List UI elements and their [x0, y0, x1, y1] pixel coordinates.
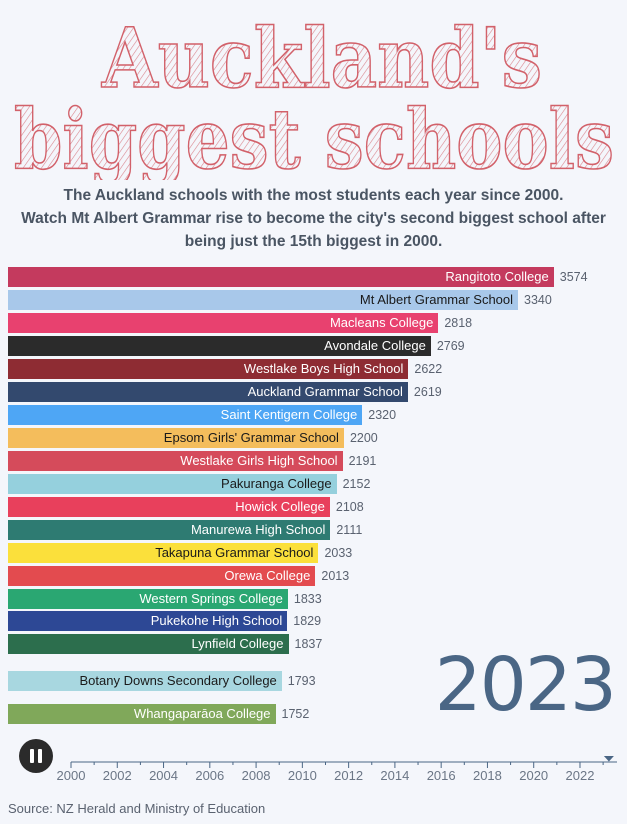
bar-value-label: 2111 — [336, 523, 363, 537]
bar-value-label: 2108 — [335, 500, 364, 514]
timeline-tick-label: 2002 — [102, 768, 132, 783]
title-line-1: Auckland's — [101, 11, 542, 107]
bar-value-label: 1793 — [287, 674, 316, 688]
pause-button[interactable] — [19, 739, 53, 773]
bar: Lynfield College — [8, 634, 289, 654]
bar: Westlake Boys High School — [8, 359, 409, 379]
bar: Orewa College — [8, 566, 316, 586]
bar-label: Mt Albert Grammar School — [359, 292, 514, 307]
bar: Epsom Girls' Grammar School — [8, 428, 344, 448]
title-line-2: biggest schools — [14, 92, 614, 180]
bar-value-label: 2619 — [413, 385, 442, 399]
bar-value-label: 2622 — [414, 362, 443, 376]
bar-label: Whangaparāoa College — [133, 706, 271, 721]
subtitle: The Auckland schools with the most stude… — [0, 184, 627, 253]
bar-value-label: 1833 — [293, 592, 322, 606]
bar-label: Orewa College — [224, 568, 311, 583]
timeline-tick-label: 2020 — [519, 768, 549, 783]
chart-title: Auckland's biggest schools — [0, 0, 627, 180]
bar-label: Botany Downs Secondary College — [79, 673, 277, 688]
bar: Western Springs College — [8, 589, 288, 609]
bar: Rangitoto College — [8, 267, 554, 287]
bar-label: Auckland Grammar School — [247, 384, 403, 399]
bar: Mt Albert Grammar School — [8, 290, 519, 310]
bar-value-label: 2033 — [324, 546, 353, 560]
subtitle-line: being just the 15th biggest in 2000. — [184, 233, 443, 250]
bar-value-label: 1829 — [293, 614, 322, 628]
bar-value-label: 1752 — [281, 707, 310, 721]
bar: Howick College — [8, 497, 330, 517]
bar: Pakuranga College — [8, 474, 337, 494]
bar-value-label: 3574 — [559, 270, 588, 284]
source-note: Source: NZ Herald and Ministry of Educat… — [8, 801, 266, 816]
bar-label: Epsom Girls' Grammar School — [163, 430, 339, 445]
bar-value-label: 3340 — [524, 293, 552, 307]
bar-value-label: 2320 — [368, 408, 397, 422]
bar: Takapuna Grammar School — [8, 543, 319, 563]
bar-value-label: 2769 — [436, 339, 465, 353]
bar-value-label: 1837 — [294, 637, 323, 651]
bar-label: Western Springs College — [139, 591, 283, 606]
bar-label: Westlake Boys High School — [243, 361, 404, 376]
bar-value-label: 2818 — [444, 316, 473, 330]
bar-label: Rangitoto College — [445, 269, 549, 284]
bar-label: Takapuna Grammar School — [155, 545, 314, 560]
bar: Macleans College — [8, 313, 439, 333]
bar: Whangaparāoa College — [8, 704, 276, 724]
bar: Auckland Grammar School — [8, 382, 408, 402]
bar-label: Westlake Girls High School — [180, 453, 338, 468]
bar-label: Saint Kentigern College — [220, 407, 358, 422]
subtitle-line: Watch Mt Albert Grammar rise to become t… — [21, 210, 606, 227]
bar-value-label: 2013 — [321, 569, 350, 583]
bar-label: Lynfield College — [191, 636, 284, 651]
bar: Avondale College — [8, 336, 431, 356]
timeline-tick-label: 2014 — [380, 768, 410, 783]
bar-label: Pakuranga College — [221, 476, 332, 491]
timeline-tick-label: 2016 — [426, 768, 456, 783]
timeline-tick-label: 2004 — [149, 768, 178, 783]
bar-label: Manurewa High School — [190, 522, 326, 537]
pause-icon — [30, 749, 34, 763]
bar: Botany Downs Secondary College — [8, 671, 282, 691]
bar-label: Pukekohe High School — [150, 613, 283, 628]
pause-icon — [38, 749, 42, 763]
bar-value-label: 2191 — [348, 454, 377, 468]
current-year-label: 2023 — [434, 642, 617, 728]
bar-value-label: 2200 — [349, 431, 378, 445]
bar: Saint Kentigern College — [8, 405, 363, 425]
bar: Manurewa High School — [8, 520, 331, 540]
timeline-tick-label: 2010 — [287, 768, 317, 783]
timeline-tick-label: 2006 — [195, 768, 225, 783]
bar: Westlake Girls High School — [8, 451, 343, 471]
timeline-handle[interactable] — [603, 756, 614, 762]
timeline-tick-label: 2022 — [565, 768, 595, 783]
bar-label: Macleans College — [329, 315, 434, 330]
timeline-tick-label: 2000 — [56, 768, 86, 783]
timeline-tick-label: 2018 — [472, 768, 502, 783]
timeline-tick-label: 2012 — [334, 768, 364, 783]
timeline-tick-label: 2008 — [241, 768, 271, 783]
bar-label: Avondale College — [324, 338, 426, 353]
subtitle-line: The Auckland schools with the most stude… — [63, 187, 564, 204]
bar: Pukekohe High School — [8, 611, 288, 631]
bar-label: Howick College — [235, 499, 325, 514]
bar-value-label: 2152 — [342, 477, 371, 491]
